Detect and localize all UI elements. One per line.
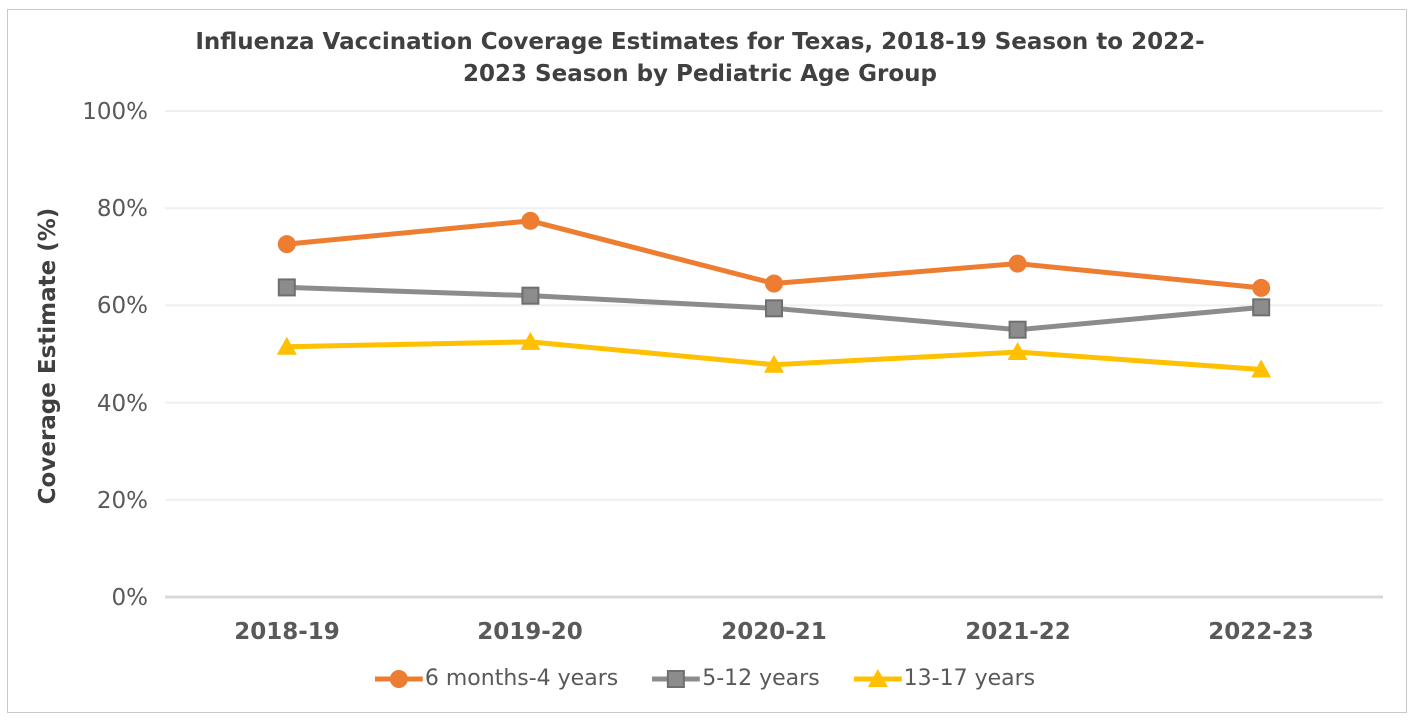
legend-item-13-17yr: 13-17 years xyxy=(853,666,1036,691)
y-tick-20: 20% xyxy=(97,488,148,514)
legend-marker-square-icon xyxy=(652,669,701,688)
circle-marker xyxy=(521,211,540,230)
series-lines xyxy=(276,211,1272,378)
legend-label: 5-12 years xyxy=(702,666,820,691)
triangle-marker xyxy=(764,354,784,373)
circle-marker xyxy=(1008,254,1027,273)
y-axis-tick-labels: 100% 80% 60% 40% 20% 0% xyxy=(82,99,148,611)
y-tick-0: 0% xyxy=(112,585,149,611)
circle-marker xyxy=(277,235,296,254)
chart-title-line-1: Influenza Vaccination Coverage Estimates… xyxy=(195,29,1205,55)
triangle-marker xyxy=(867,668,888,687)
x-tick-2019-20: 2019-20 xyxy=(477,619,583,645)
square-marker xyxy=(765,299,783,318)
chart-title-line-2: 2023 Season by Pediatric Age Group xyxy=(463,61,937,87)
x-tick-2018-19: 2018-19 xyxy=(234,619,340,645)
legend-marker-triangle-icon xyxy=(853,668,902,687)
triangle-marker xyxy=(276,336,297,355)
legend-item-5-12yr: 5-12 years xyxy=(652,666,820,691)
square-marker xyxy=(667,669,686,688)
square-marker xyxy=(1008,320,1027,339)
chart-title: Influenza Vaccination Coverage Estimates… xyxy=(0,26,1400,90)
legend-label: 6 months-4 years xyxy=(424,666,619,691)
gridlines xyxy=(165,110,1383,599)
y-tick-60: 60% xyxy=(97,293,148,319)
x-axis-tick-labels: 2018-19 2019-20 2020-21 2021-22 2022-23 xyxy=(234,619,1314,645)
x-tick-2020-21: 2020-21 xyxy=(721,619,827,645)
y-tick-80: 80% xyxy=(97,196,148,222)
triangle-marker xyxy=(1251,359,1272,378)
square-marker xyxy=(521,286,540,305)
square-marker xyxy=(277,278,296,297)
x-tick-2022-23: 2022-23 xyxy=(1208,619,1314,645)
legend: 6 months-4 years 5-12 years 13-17 years xyxy=(374,666,1036,691)
y-tick-100: 100% xyxy=(82,99,148,125)
circle-marker xyxy=(389,669,408,688)
circle-marker xyxy=(1252,278,1271,297)
legend-label: 13-17 years xyxy=(903,666,1036,691)
legend-item-6mo-4yr: 6 months-4 years xyxy=(374,666,619,691)
triangle-marker xyxy=(1007,342,1028,361)
square-marker xyxy=(1252,298,1271,317)
circle-marker xyxy=(765,274,783,293)
x-tick-2021-22: 2021-22 xyxy=(965,619,1071,645)
legend-marker-circle-icon xyxy=(374,669,423,688)
triangle-marker xyxy=(520,331,541,350)
y-tick-40: 40% xyxy=(97,391,148,417)
